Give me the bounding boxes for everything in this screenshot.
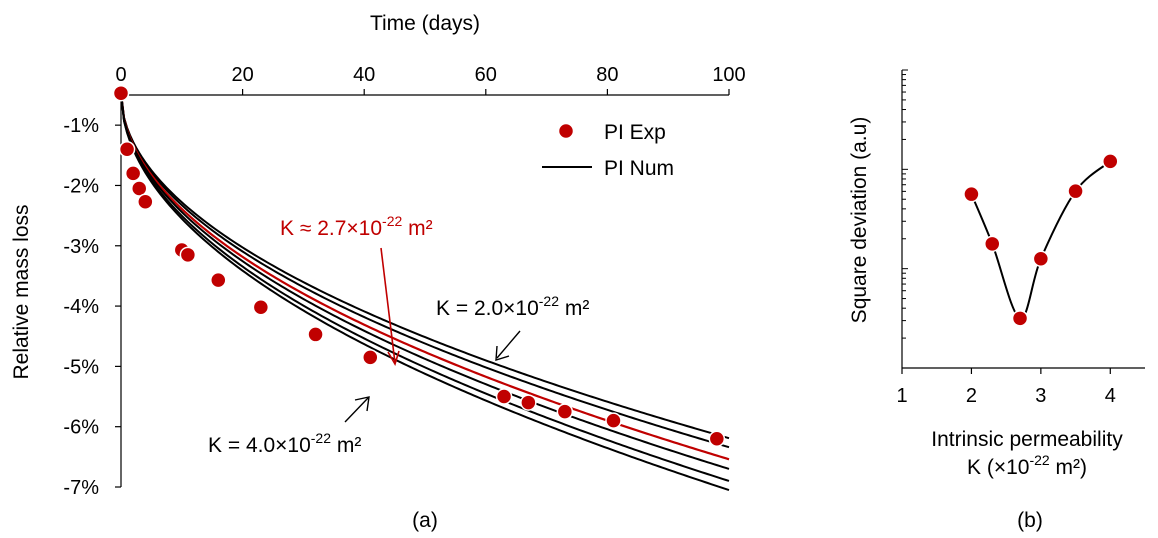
a-data-point xyxy=(137,193,154,210)
a-legend-num-label: PI Num xyxy=(604,157,674,180)
b-caption: (b) xyxy=(1017,509,1043,532)
a-y-tick-label: -5% xyxy=(63,356,99,378)
a-numeric-curve xyxy=(120,93,730,440)
b-x-tick-label: 2 xyxy=(966,385,977,407)
b-x-axis-title-line1: Intrinsic permeability xyxy=(931,428,1123,451)
a-data-point xyxy=(118,141,136,158)
a-arrow-k20 xyxy=(496,330,521,359)
a-arrow-k27 xyxy=(380,247,396,364)
a-caption: (a) xyxy=(412,509,438,532)
panel-b: 1 2 3 4 Square deviation (a.u) Intrinsic pe… xyxy=(848,69,1145,532)
a-data-point xyxy=(210,271,227,289)
a-y-tick-label: -7% xyxy=(63,477,99,499)
b-data-point xyxy=(1011,310,1029,327)
a-numeric-curve xyxy=(120,93,730,470)
a-arrow-k40 xyxy=(344,397,369,423)
a-data-point xyxy=(252,299,270,316)
a-y-axis-title: Relative mass loss xyxy=(10,204,33,379)
a-numeric-curve xyxy=(120,93,730,482)
b-deviation-points xyxy=(963,153,1119,327)
a-experimental-points xyxy=(112,84,726,448)
b-x-tick-label: 4 xyxy=(1105,385,1116,407)
a-data-point xyxy=(362,349,379,366)
a-data-point xyxy=(495,388,513,405)
a-data-point xyxy=(179,246,197,264)
a-x-axis-title: Time (days) xyxy=(370,12,480,35)
b-x-tick-label: 1 xyxy=(896,385,907,407)
b-data-point xyxy=(1067,182,1084,200)
b-x-axis-title-line2: K (×10-22 m²) xyxy=(967,452,1087,479)
a-x-ticks: 0 20 40 60 80 100 xyxy=(115,64,746,95)
a-numeric-curves xyxy=(119,93,730,491)
b-data-point xyxy=(963,185,980,203)
a-y-tick-label: -6% xyxy=(63,417,99,439)
a-y-tick-label: -4% xyxy=(63,296,99,318)
a-data-point xyxy=(130,180,148,197)
a-numeric-curve xyxy=(120,93,730,449)
a-y-ticks: -1% -2% -3% -4% -5% -6% -7% xyxy=(63,115,121,499)
a-y-tick-label: -1% xyxy=(63,115,99,137)
a-fit-curve xyxy=(119,93,730,461)
b-data-point xyxy=(1032,250,1050,267)
a-data-point xyxy=(708,430,726,448)
a-x-tick-label: 80 xyxy=(596,64,618,86)
a-x-tick-label: 100 xyxy=(712,64,745,86)
b-data-point xyxy=(984,235,1001,253)
a-x-tick-label: 60 xyxy=(475,64,497,86)
a-annotation-k40: K = 4.0×10-22 m² xyxy=(208,430,361,457)
a-x-tick-label: 20 xyxy=(231,64,253,86)
a-x-tick-label: 0 xyxy=(115,64,126,86)
panel-a: Time (days) Relative mass loss 0 20 40 60 80… xyxy=(10,12,746,532)
a-data-point xyxy=(520,394,537,411)
a-annotation-k27: K ≈ 2.7×10-22 m² xyxy=(280,213,433,240)
a-legend-exp-label: PI Exp xyxy=(604,121,666,144)
a-numeric-curve xyxy=(120,93,730,491)
b-data-point xyxy=(1102,153,1119,170)
a-data-point xyxy=(112,84,130,102)
a-arrow-k20-head xyxy=(495,345,510,361)
b-x-tick-label: 3 xyxy=(1035,385,1046,407)
b-y-axis-title: Square deviation (a.u) xyxy=(848,117,871,324)
a-arrow-k27-head xyxy=(387,350,400,366)
a-legend: PI Exp PI Num xyxy=(542,121,674,180)
a-x-tick-label: 40 xyxy=(353,64,375,86)
a-y-tick-label: -2% xyxy=(63,175,99,197)
a-annotation-k20: K = 2.0×10-22 m² xyxy=(436,293,589,320)
a-data-point xyxy=(307,326,324,343)
a-y-tick-label: -3% xyxy=(63,236,99,258)
a-legend-exp-marker xyxy=(557,122,575,140)
a-arrow-k40-head xyxy=(354,396,370,412)
b-x-ticks: 1 2 3 4 xyxy=(896,368,1116,407)
a-data-point xyxy=(556,403,574,420)
a-data-point xyxy=(124,165,142,182)
a-data-point xyxy=(605,412,622,429)
b-y-ticks xyxy=(902,69,908,369)
